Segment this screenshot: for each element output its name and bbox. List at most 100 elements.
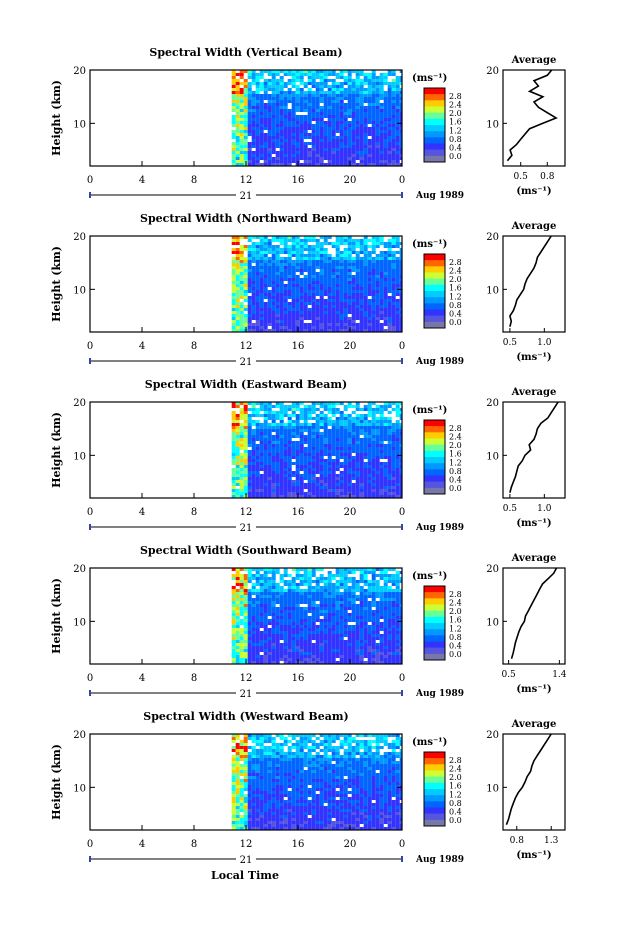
heatmap-cell	[371, 139, 376, 142]
heatmap-cell	[371, 106, 376, 109]
heatmap-cell	[295, 583, 300, 586]
heatmap-cell	[255, 435, 260, 438]
heatmap-cell	[271, 634, 276, 637]
heatmap-cell	[235, 287, 240, 290]
heatmap-cell	[399, 76, 402, 79]
heatmap-cell	[263, 411, 268, 414]
heatmap-cell	[235, 577, 240, 580]
heatmap-cell	[275, 254, 280, 257]
heatmap-cell	[247, 613, 252, 616]
heatmap-cell	[379, 450, 384, 453]
heatmap-cell	[307, 266, 312, 269]
heatmap-cell	[343, 586, 348, 589]
heatmap-cell	[243, 323, 248, 326]
heatmap-cell	[335, 447, 340, 450]
heatmap-cell	[343, 435, 348, 438]
heatmap-cell	[267, 580, 272, 583]
heatmap-cell	[295, 571, 300, 574]
heatmap-cell	[239, 426, 244, 429]
heatmap-cell	[231, 151, 236, 154]
heatmap-cell	[271, 474, 276, 477]
heatmap-cell	[287, 254, 292, 257]
heatmap-cell	[267, 115, 272, 118]
x-tick-label: 20	[344, 507, 357, 518]
heatmap-cell	[347, 91, 352, 94]
heatmap-cell	[275, 601, 280, 604]
heatmap-cell	[339, 151, 344, 154]
heatmap-cell	[299, 115, 304, 118]
heatmap-cell	[255, 649, 260, 652]
heatmap-cell	[239, 305, 244, 308]
heatmap-cell	[339, 112, 344, 115]
heatmap-cell	[307, 462, 312, 465]
heatmap-cell	[375, 127, 380, 130]
heatmap-cell	[319, 139, 324, 142]
heatmap-cell	[255, 284, 260, 287]
heatmap-cell	[255, 432, 260, 435]
heatmap-cell	[275, 646, 280, 649]
heatmap-cell	[327, 311, 332, 314]
heatmap-cell	[279, 133, 284, 136]
heatmap-cell	[315, 661, 320, 664]
heatmap-cell	[275, 586, 280, 589]
heatmap-cell	[335, 136, 340, 139]
heatmap-cell	[263, 88, 268, 91]
heatmap-cell	[295, 281, 300, 284]
heatmap-cell	[279, 411, 284, 414]
heatmap-cell	[331, 136, 336, 139]
heatmap-cell	[235, 257, 240, 260]
heatmap-cell	[271, 480, 276, 483]
heatmap-cell	[295, 486, 300, 489]
heatmap-cell	[287, 154, 292, 157]
heatmap-cell	[387, 480, 392, 483]
heatmap-cell	[239, 492, 244, 495]
heatmap-cell	[251, 70, 256, 73]
heatmap-cell	[339, 323, 344, 326]
heatmap-cell	[287, 450, 292, 453]
heatmap-cell	[259, 435, 264, 438]
heatmap-cell	[255, 151, 260, 154]
heatmap-cell	[375, 151, 380, 154]
heatmap-cell	[399, 145, 402, 148]
heatmap-cell	[263, 580, 268, 583]
heatmap-cell	[355, 299, 360, 302]
chart-title: Spectral Width (Southward Beam)	[140, 544, 352, 557]
heatmap-cell	[395, 245, 400, 248]
heatmap-cell	[275, 278, 280, 281]
heatmap-cell	[371, 444, 376, 447]
heatmap-cell	[323, 640, 328, 643]
heatmap-cell	[343, 118, 348, 121]
heatmap-cell	[283, 408, 288, 411]
heatmap-cell	[231, 239, 236, 242]
heatmap-cell	[239, 290, 244, 293]
heatmap-cell	[319, 151, 324, 154]
heatmap-cell	[359, 589, 364, 592]
heatmap-cell	[379, 88, 384, 91]
heatmap-cell	[231, 637, 236, 640]
heatmap-cell	[247, 82, 252, 85]
heatmap-cell	[335, 489, 340, 492]
heatmap-cell	[339, 423, 344, 426]
heatmap-cell	[367, 480, 372, 483]
heatmap-cell	[383, 97, 388, 100]
heatmap-cell	[343, 248, 348, 251]
heatmap-cell	[291, 480, 296, 483]
heatmap-cell	[387, 305, 392, 308]
heatmap-cell	[267, 284, 272, 287]
heatmap-cell	[299, 299, 304, 302]
heatmap-cell	[339, 329, 344, 332]
heatmap-cell	[343, 254, 348, 257]
heatmap-cell	[271, 459, 276, 462]
heatmap-cell	[383, 272, 388, 275]
heatmap-cell	[251, 154, 256, 157]
heatmap-cell	[235, 299, 240, 302]
heatmap-cell	[307, 580, 312, 583]
heatmap-cell	[335, 604, 340, 607]
heatmap-cell	[283, 160, 288, 163]
heatmap-cell	[331, 468, 336, 471]
heatmap-cell	[279, 136, 284, 139]
heatmap-cell	[399, 465, 402, 468]
heatmap-cell	[235, 133, 240, 136]
heatmap-cell	[355, 655, 360, 658]
heatmap-cell	[267, 263, 272, 266]
